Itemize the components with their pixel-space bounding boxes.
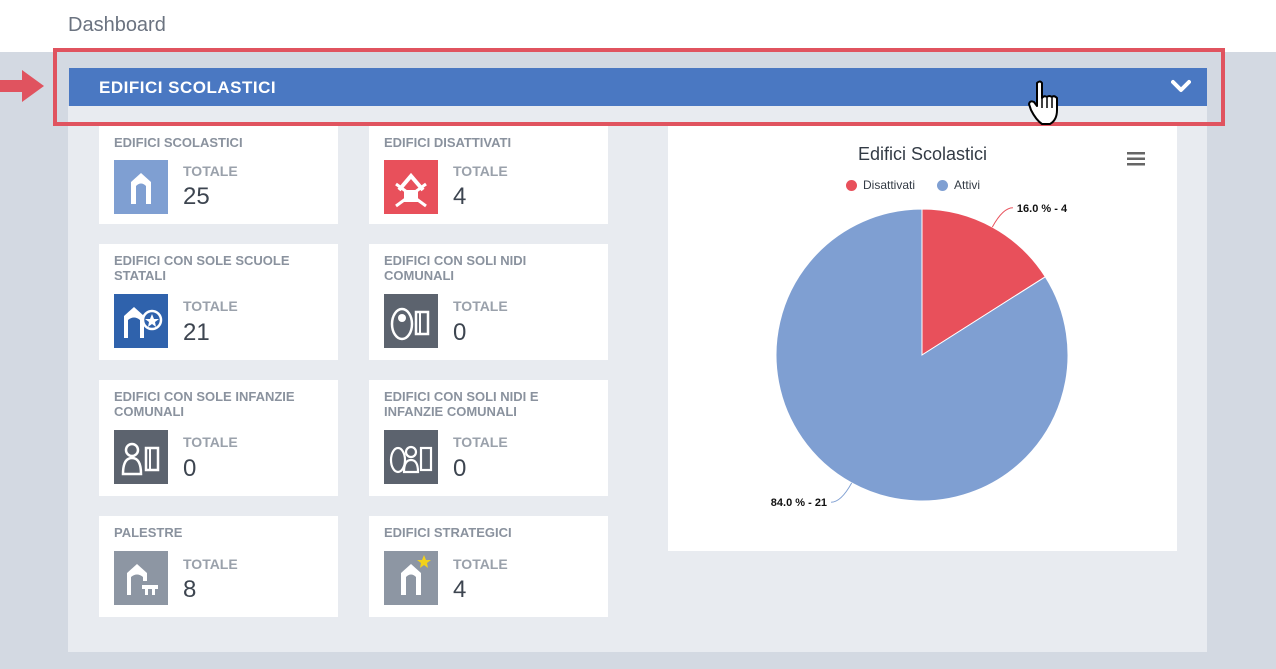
kindergarten-icon — [114, 430, 168, 484]
card-sole-scuole-statali[interactable]: EDIFICI CON SOLE SCUOLE STATALI TOTALE 2… — [99, 244, 338, 360]
slice-connector — [831, 482, 853, 503]
card-label: TOTALE — [183, 163, 238, 179]
card-edifici-scolastici[interactable]: EDIFICI SCOLASTICI TOTALE 25 — [99, 126, 338, 224]
pie-data-label: 16.0 % - 4 — [1017, 203, 1068, 215]
section-title: EDIFICI SCOLASTICI — [99, 78, 277, 97]
legend-label: Disattivati — [863, 178, 916, 192]
pie-chart-panel: Edifici Scolastici Disattivati Attivi 16… — [668, 126, 1177, 551]
card-label: TOTALE — [453, 298, 508, 314]
card-title: EDIFICI CON SOLI NIDI E INFANZIE COMUNAL… — [384, 389, 539, 419]
card-soli-nidi-comunali[interactable]: EDIFICI CON SOLI NIDI COMUNALI TOTALE 0 — [369, 244, 608, 360]
legend-dot — [937, 179, 949, 191]
card-title: EDIFICI DISATTIVATI — [384, 135, 512, 150]
card-label: TOTALE — [183, 556, 238, 572]
card-label: TOTALE — [453, 434, 508, 450]
chevron-down-icon[interactable] — [1171, 78, 1191, 94]
card-value: 21 — [183, 319, 210, 346]
card-sole-infanzie-comunali[interactable]: EDIFICI CON SOLE INFANZIE COMUNALI TOTAL… — [99, 380, 338, 496]
card-label: TOTALE — [183, 434, 238, 450]
card-title: EDIFICI SCOLASTICI — [114, 135, 243, 150]
disabled-building-icon — [384, 160, 438, 214]
nursery-kindergarten-icon — [384, 430, 438, 484]
card-value: 0 — [183, 455, 197, 482]
legend-dot — [846, 179, 857, 191]
card-title: EDIFICI STRATEGICI — [384, 525, 512, 540]
top-bar: Dashboard — [0, 0, 1276, 52]
card-value: 25 — [183, 183, 210, 210]
legend-item-attivi[interactable]: Attivi — [937, 178, 980, 192]
card-title: EDIFICI CON SOLE SCUOLE STATALI — [114, 253, 290, 283]
legend-label: Attivi — [954, 178, 981, 192]
state-school-icon — [114, 294, 168, 348]
gym-icon — [114, 551, 168, 605]
card-title: PALESTRE — [114, 525, 183, 540]
card-title: EDIFICI CON SOLE INFANZIE COMUNALI — [114, 389, 295, 419]
card-title: EDIFICI CON SOLI NIDI COMUNALI — [384, 253, 527, 283]
card-palestre[interactable]: PALESTRE TOTALE 8 — [99, 516, 338, 617]
pie-slice-disattivati[interactable] — [921, 208, 1046, 356]
card-label: TOTALE — [453, 556, 508, 572]
school-building-icon — [114, 160, 168, 214]
annotation-arrow-icon — [0, 70, 44, 102]
pie-chart: 16.0 % - 4 84.0 % - 21 — [771, 203, 1069, 509]
card-edifici-strategici[interactable]: EDIFICI STRATEGICI TOTALE 4 — [369, 516, 608, 617]
legend-item-disattivati[interactable]: Disattivati — [846, 178, 915, 192]
pie-data-label: 84.0 % - 21 — [771, 497, 827, 509]
chart-title: Edifici Scolastici — [857, 144, 988, 164]
annotation-highlight-box — [53, 48, 1225, 126]
card-soli-nidi-infanzie-comunali[interactable]: EDIFICI CON SOLI NIDI E INFANZIE COMUNAL… — [369, 380, 608, 496]
strategic-building-icon — [384, 551, 438, 605]
card-value: 0 — [453, 319, 467, 346]
card-value: 0 — [453, 455, 467, 482]
card-label: TOTALE — [183, 298, 238, 314]
hand-pointer-cursor-icon — [1028, 80, 1058, 125]
card-value: 4 — [453, 576, 467, 603]
nursery-icon — [384, 294, 438, 348]
chart-menu-icon[interactable] — [1127, 152, 1145, 166]
card-edifici-disattivati[interactable]: EDIFICI DISATTIVATI TOTALE 4 — [369, 126, 608, 224]
card-label: TOTALE — [453, 163, 508, 179]
section-header-edifici-scolastici[interactable]: EDIFICI SCOLASTICI — [69, 68, 1207, 106]
slice-connector — [991, 207, 1013, 228]
card-value: 4 — [453, 183, 467, 210]
chart-legend: Disattivati Attivi — [846, 178, 980, 192]
page-title: Dashboard — [68, 14, 166, 36]
pie-slice-attivi[interactable] — [775, 208, 1069, 502]
card-value: 8 — [183, 576, 197, 603]
